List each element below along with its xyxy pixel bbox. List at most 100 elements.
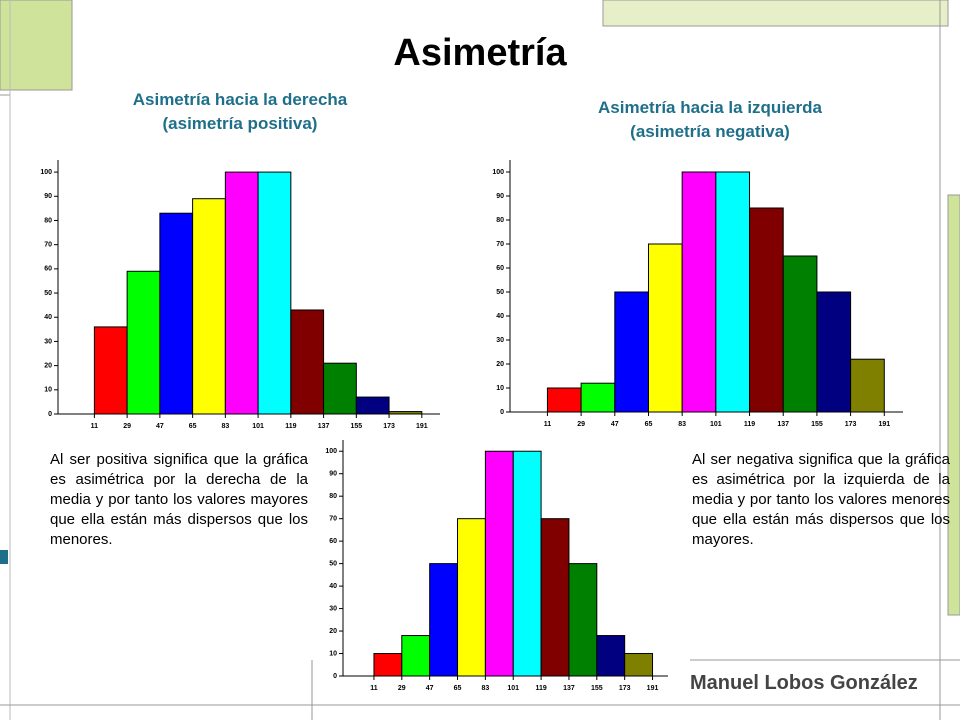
chart-title-block: Asimetría hacia la derecha (asimetría po… <box>80 88 400 136</box>
x-tick-label: 47 <box>611 421 619 428</box>
y-tick-label: 100 <box>40 169 52 176</box>
chart-title: Asimetría hacia la derecha <box>132 90 348 109</box>
x-tick-label: 83 <box>678 421 686 428</box>
bar <box>580 382 616 413</box>
bar <box>159 212 194 415</box>
note: Al ser positiva significa que la gráfica… <box>50 451 308 548</box>
y-tick-label: 0 <box>48 411 52 418</box>
y-tick-label: 70 <box>44 242 52 249</box>
y-tick-label: 50 <box>329 560 337 567</box>
x-tick-label: 173 <box>845 421 857 428</box>
y-tick-label: 90 <box>496 193 504 200</box>
x-tick-label: 47 <box>156 423 164 430</box>
y-tick-label: 30 <box>496 337 504 344</box>
x-tick-label: 119 <box>744 421 755 428</box>
chart-subtitle: (asimetría negativa) <box>630 122 790 141</box>
chart-title-block: Asimetría hacia la izquierda (asimetría … <box>550 96 870 144</box>
bar <box>257 171 292 415</box>
y-tick-label: 60 <box>496 265 504 272</box>
bar <box>568 563 598 677</box>
x-tick-label: 137 <box>563 685 575 692</box>
y-tick-label: 40 <box>496 313 504 320</box>
bar <box>715 171 751 413</box>
y-tick-label: 20 <box>329 628 337 635</box>
bar <box>323 362 357 415</box>
x-tick-label: 173 <box>619 685 631 692</box>
y-tick-label: 100 <box>325 448 337 455</box>
bar <box>546 387 582 413</box>
chart-subtitle: (asimetría positiva) <box>162 114 318 133</box>
bar <box>512 450 542 677</box>
bar <box>290 309 325 415</box>
bar <box>126 270 161 415</box>
y-tick-label: 90 <box>44 193 52 200</box>
x-tick-label: 47 <box>426 685 434 692</box>
bar <box>540 518 570 677</box>
bar <box>816 291 852 413</box>
y-tick-label: 30 <box>329 605 337 612</box>
y-tick-label: 10 <box>496 385 504 392</box>
bar <box>93 326 128 415</box>
x-tick-label: 173 <box>383 423 395 430</box>
x-tick-label: 83 <box>221 423 229 430</box>
slide-title: Asimetría <box>393 32 567 74</box>
x-tick-label: 101 <box>507 685 519 692</box>
y-tick-label: 60 <box>44 266 52 273</box>
bar <box>647 243 683 413</box>
bar <box>596 635 626 677</box>
x-tick-label: 29 <box>123 423 131 430</box>
y-tick-label: 20 <box>496 361 504 368</box>
bar <box>224 171 259 415</box>
x-tick-label: 191 <box>878 421 890 428</box>
bar <box>850 358 885 413</box>
y-tick-label: 0 <box>500 409 504 416</box>
bar <box>429 563 459 677</box>
x-tick-label: 155 <box>591 685 603 692</box>
y-tick-label: 90 <box>329 471 337 478</box>
bar <box>749 207 784 413</box>
x-tick-label: 11 <box>91 423 99 430</box>
x-tick-label: 101 <box>710 421 722 428</box>
y-tick-label: 10 <box>44 387 52 394</box>
footer: Manuel Lobos González <box>690 672 918 694</box>
x-tick-label: 155 <box>811 421 823 428</box>
y-tick-label: 70 <box>496 241 504 248</box>
x-tick-label: 83 <box>481 685 489 692</box>
chart-title: Asimetría hacia la izquierda <box>598 98 822 117</box>
x-tick-label: 11 <box>370 685 378 692</box>
y-tick-label: 80 <box>329 493 337 500</box>
x-tick-label: 191 <box>416 423 428 430</box>
bar <box>192 198 226 415</box>
x-tick-label: 119 <box>535 685 546 692</box>
y-tick-label: 30 <box>44 338 52 345</box>
y-tick-label: 80 <box>44 217 52 224</box>
bar <box>681 171 717 413</box>
x-tick-label: 29 <box>398 685 406 692</box>
x-tick-label: 65 <box>189 423 197 430</box>
y-tick-label: 40 <box>329 583 337 590</box>
x-tick-label: 65 <box>454 685 462 692</box>
y-tick-label: 80 <box>496 217 504 224</box>
x-tick-label: 11 <box>544 421 552 428</box>
y-tick-label: 0 <box>333 673 337 680</box>
note: Al ser negativa significa que la gráfica… <box>692 451 950 548</box>
y-tick-label: 10 <box>329 650 337 657</box>
y-tick-label: 50 <box>496 289 504 296</box>
bar <box>457 518 486 677</box>
y-tick-label: 60 <box>329 538 337 545</box>
bar <box>614 291 649 413</box>
x-tick-label: 137 <box>777 421 789 428</box>
y-tick-label: 100 <box>492 169 504 176</box>
bar <box>484 450 514 677</box>
bar <box>401 635 431 677</box>
x-tick-label: 119 <box>285 423 296 430</box>
y-tick-label: 70 <box>329 516 337 523</box>
x-tick-label: 65 <box>645 421 653 428</box>
bar <box>355 396 390 415</box>
x-tick-label: 29 <box>577 421 585 428</box>
bar <box>782 255 818 413</box>
x-tick-label: 155 <box>350 423 362 430</box>
